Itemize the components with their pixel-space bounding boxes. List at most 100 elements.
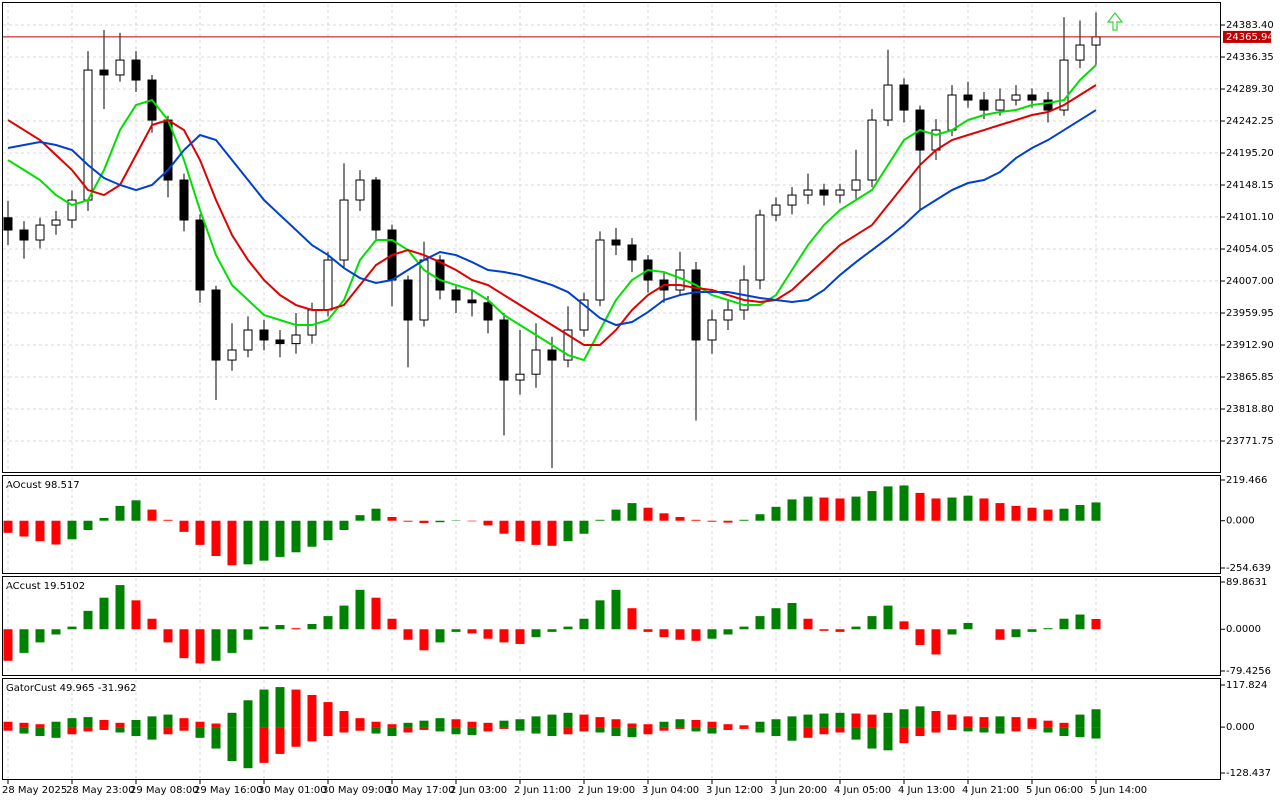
gator-bar: [227, 712, 237, 728]
y-tick-label: 24289.30: [1226, 84, 1274, 95]
candle-body: [67, 199, 77, 221]
histogram-bar: [675, 629, 685, 640]
gator-panel: [2, 678, 1221, 780]
x-tick-label: 4 Jun 13:00: [898, 785, 955, 796]
histogram-bar: [211, 520, 221, 557]
candle-body: [1091, 36, 1101, 46]
histogram-bar: [355, 589, 365, 630]
histogram-bar: [131, 600, 141, 630]
gator-bar: [723, 724, 733, 728]
candle-body: [547, 349, 557, 361]
current-price-label: 24365.94: [1226, 32, 1274, 43]
x-tick-label: 28 May 23:00: [66, 785, 135, 796]
candle-body: [227, 349, 237, 361]
candle-body: [819, 189, 829, 196]
gator-bar: [243, 700, 253, 728]
histogram-bar: [83, 520, 93, 531]
candle-body: [435, 259, 445, 291]
histogram-bar: [451, 629, 461, 632]
gator-bar: [627, 727, 637, 738]
gator-bar: [915, 706, 925, 728]
gator-bar: [611, 727, 621, 737]
gator-bar: [3, 721, 13, 728]
gator-bar: [403, 727, 413, 733]
gator-bar: [979, 717, 989, 728]
histogram-bar: [163, 629, 173, 643]
candle-body: [723, 309, 733, 321]
histogram-bar: [563, 626, 573, 630]
histogram-bar: [547, 629, 557, 632]
histogram-bar: [819, 629, 829, 631]
histogram-bar: [835, 498, 845, 521]
gator-bar: [1075, 714, 1085, 728]
gator-bar: [83, 717, 93, 728]
histogram-bar: [707, 629, 717, 639]
histogram-bar: [275, 520, 285, 557]
histogram-bar: [1027, 507, 1037, 521]
gator-bar: [99, 719, 109, 728]
histogram-bar: [499, 520, 509, 534]
candle-body: [515, 373, 525, 381]
gator-bar: [883, 727, 893, 751]
x-tick-label: 5 Jun 14:00: [1090, 785, 1147, 796]
gator-bar: [67, 727, 77, 735]
gator-bar: [307, 727, 317, 742]
gator-bar: [67, 718, 77, 728]
candle-body: [1027, 94, 1037, 101]
gator-bar: [179, 718, 189, 728]
gator-bar: [595, 717, 605, 728]
gator-bar: [979, 727, 989, 733]
candle-body: [323, 259, 333, 311]
histogram-bar: [915, 629, 925, 646]
gator-bar: [291, 727, 301, 747]
histogram-bar: [931, 629, 941, 655]
candle-body: [355, 179, 365, 201]
candle-body: [307, 309, 317, 336]
gator-bar: [387, 724, 397, 728]
candle-body: [883, 84, 893, 121]
gator-bar: [643, 727, 653, 735]
histogram-bar: [403, 629, 413, 640]
gator-bar: [275, 727, 285, 754]
histogram-bar: [371, 508, 381, 521]
histogram-bar: [1075, 614, 1085, 630]
gator-bar: [707, 721, 717, 728]
histogram-bar: [787, 499, 797, 521]
gator-bar: [947, 714, 957, 728]
gator-bar: [147, 716, 157, 728]
candle-body: [931, 129, 941, 151]
gator-bar: [771, 719, 781, 728]
candle-body: [483, 302, 493, 321]
gator-bar: [803, 714, 813, 728]
histogram-bar: [19, 629, 29, 653]
histogram-bar: [883, 486, 893, 521]
main-panel: [2, 2, 1221, 473]
gator-bar: [435, 727, 445, 732]
x-tick-label: 3 Jun 04:00: [642, 785, 699, 796]
gator-bar: [451, 719, 461, 728]
y-tick-label: 24242.25: [1226, 116, 1274, 127]
x-tick-label: 2 Jun 03:00: [450, 785, 507, 796]
gator-bar: [1027, 727, 1037, 729]
gator-bar: [99, 727, 109, 730]
histogram-bar: [867, 616, 877, 630]
candle-body: [595, 239, 605, 301]
gator-bar: [947, 727, 957, 730]
gator-bar: [611, 719, 621, 728]
gator-bar: [627, 723, 637, 728]
histogram-bar: [323, 520, 333, 541]
gator-bar: [195, 721, 205, 728]
histogram-bar: [915, 492, 925, 521]
histogram-bar: [899, 621, 909, 630]
histogram-bar: [147, 618, 157, 630]
gator-bar: [1059, 727, 1069, 737]
histogram-bar: [211, 629, 221, 661]
histogram-bar: [67, 626, 77, 630]
histogram-bar: [691, 519, 701, 521]
y-tick-label: 24195.20: [1226, 148, 1274, 159]
gator-bar: [883, 712, 893, 728]
gator-bar: [899, 709, 909, 728]
histogram-bar: [1091, 502, 1101, 521]
histogram-bar: [1075, 504, 1085, 521]
